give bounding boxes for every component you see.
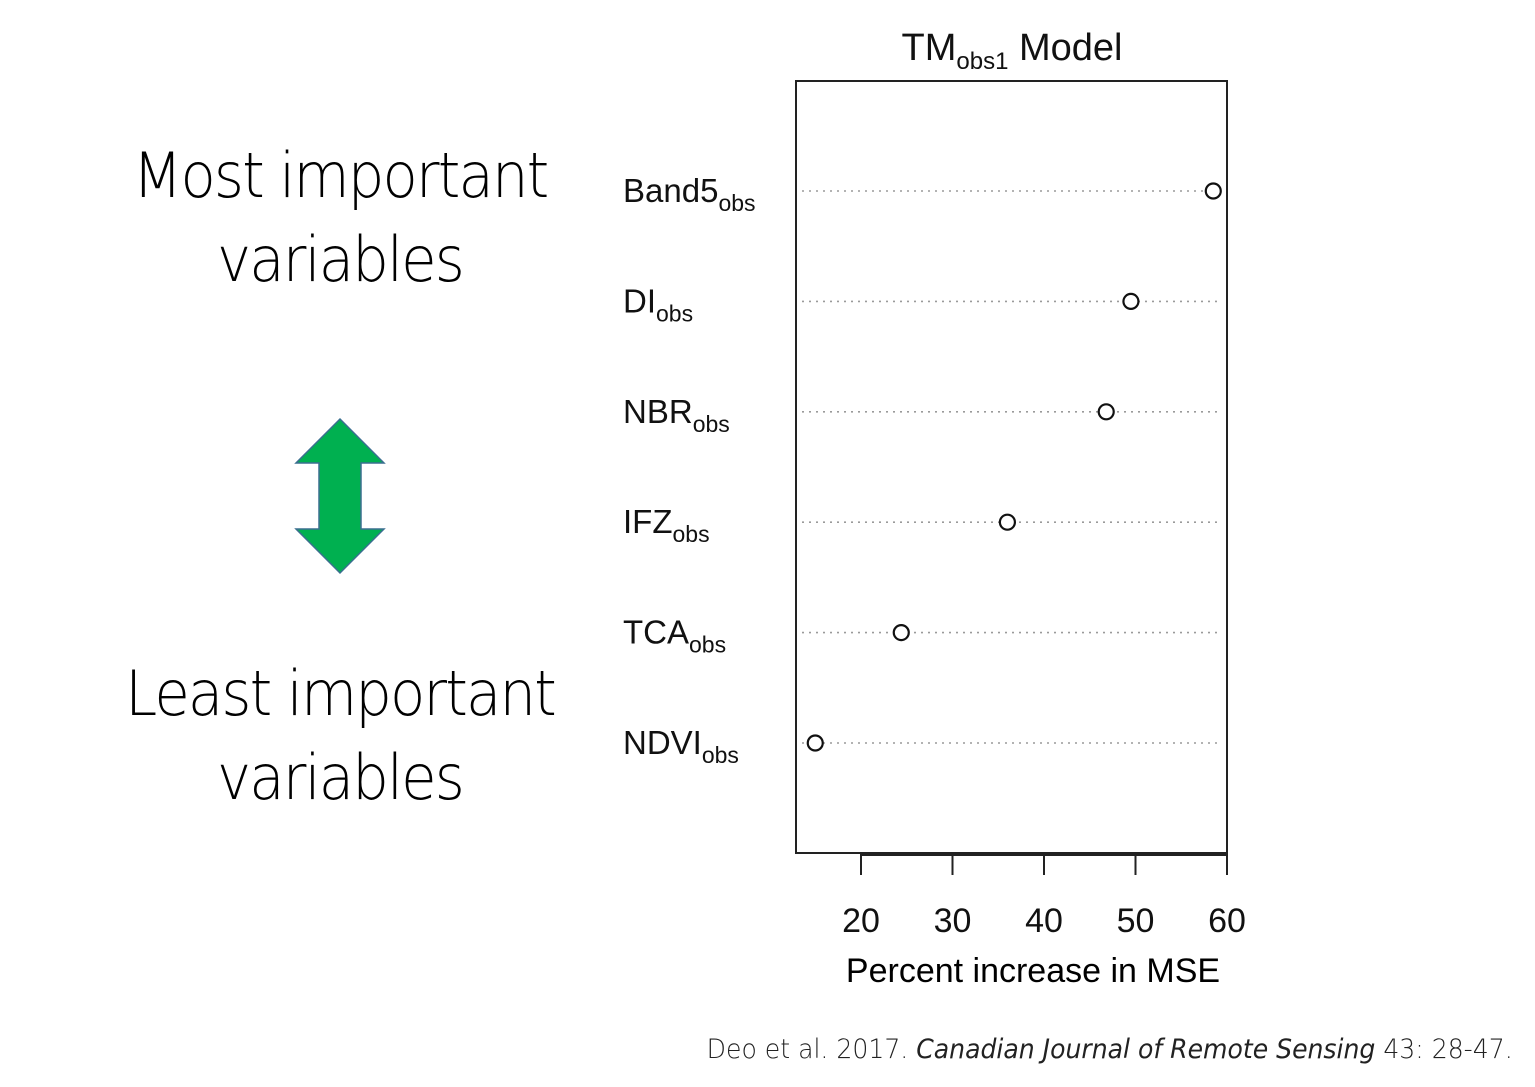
data-point-band5 [1204,182,1222,200]
double-headed-arrow-icon [294,417,386,575]
citation-journal: Canadian Journal of Remote Sensing [916,1034,1376,1065]
category-label-di: DIobs [623,282,693,326]
data-point-di [1122,292,1140,310]
least-important-label: Least important variables [108,652,573,820]
x-tick-label-50: 50 [1117,902,1155,940]
x-axis-label: Percent increase in MSE [846,952,1220,990]
chart-title-subscript: obs1 [956,48,1008,75]
citation: Deo et al. 2017. Canadian Journal of Rem… [707,1034,1513,1065]
chart-title-main: TM [902,27,957,69]
chart-rows: Band5obs DIobs NBRobs IFZobs TCAobs NDVIobs [623,172,1222,768]
chart-title: TMobs1 Model [902,27,1123,75]
arrow-shape [294,417,386,575]
citation-authors: Deo et al. 2017. [706,1034,917,1065]
category-label-ifz: IFZobs [623,503,710,547]
most-important-line1: Most important [132,139,550,212]
category-label-ndvi: NDVIobs [623,724,739,768]
most-important-label: Most important variables [108,134,573,302]
plot-frame [795,80,1228,854]
data-point-tca [892,623,910,642]
least-important-line2: variables [217,741,465,814]
least-important-line1: Least important [125,657,557,730]
x-tick-label-40: 40 [1025,902,1063,940]
most-important-line2: variables [217,223,465,296]
chart-title-suffix: Model [1008,27,1122,69]
data-point-ifz [998,513,1017,531]
citation-pages: 43: 28-47. [1375,1034,1513,1065]
data-point-nbr [1097,403,1115,421]
data-point-ndvi [806,734,824,752]
category-label-band5: Band5obs [623,172,756,216]
category-label-tca: TCAobs [623,614,726,658]
category-label-nbr: NBRobs [623,393,730,437]
x-tick-label-20: 20 [842,902,880,940]
x-tick-label-60: 60 [1208,902,1246,940]
x-axis: 20 30 40 50 60 [842,853,1246,940]
x-tick-label-30: 30 [934,902,972,940]
